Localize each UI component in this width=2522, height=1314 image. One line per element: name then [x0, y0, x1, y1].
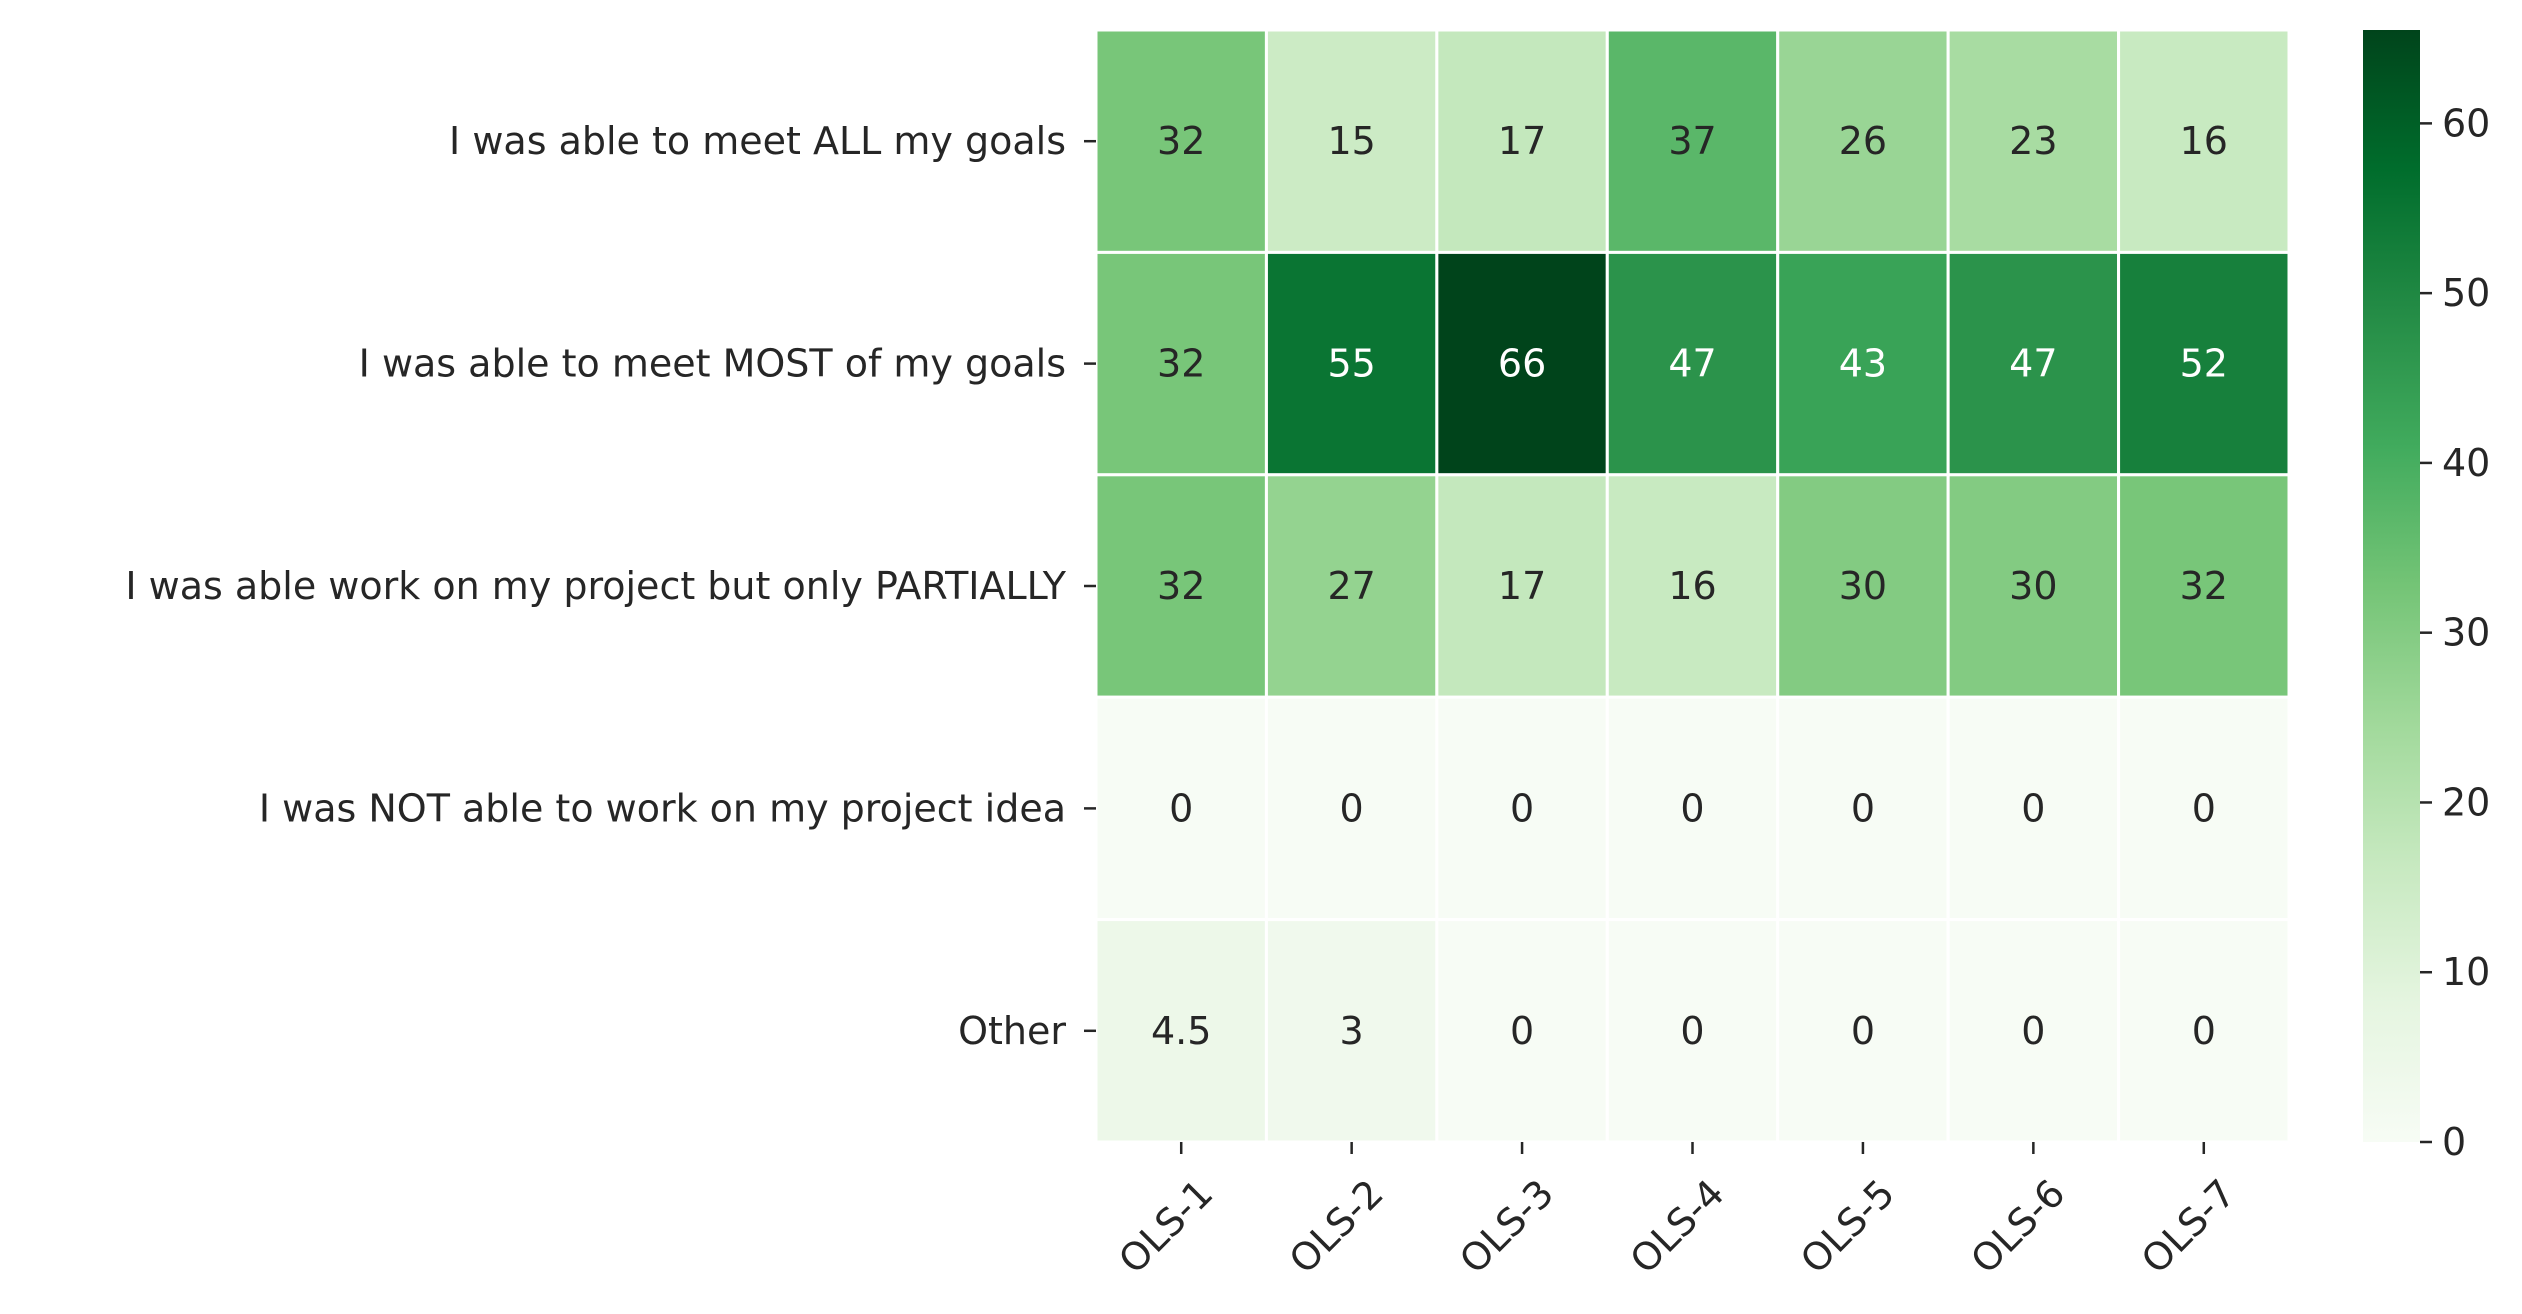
cell-value-label: 27: [1327, 564, 1375, 608]
x-tick-label: OLS-5: [1792, 1171, 1903, 1282]
y-tick-label: I was able to meet MOST of my goals: [359, 342, 1066, 386]
cell-value-label: 26: [1839, 119, 1887, 163]
cell-value-label: 0: [2021, 1009, 2045, 1053]
cell-value-label: 15: [1327, 119, 1375, 163]
x-tick-label: OLS-7: [2133, 1171, 2244, 1282]
heatmap-cell: [1094, 28, 1268, 254]
cell-value-label: 32: [1157, 564, 1205, 608]
x-tick-label: OLS-6: [1962, 1171, 2073, 1282]
colorbar-tick-label: 0: [2442, 1120, 2466, 1164]
cell-value-label: 16: [2180, 119, 2228, 163]
heatmap-cell: [1776, 473, 1950, 699]
cell-value-label: 30: [1839, 564, 1887, 608]
colorbar-tick-label: 60: [2442, 101, 2490, 145]
cell-value-label: 0: [1510, 1009, 1534, 1053]
cell-value-label: 37: [1668, 119, 1716, 163]
cell-value-label: 66: [1498, 342, 1546, 386]
heatmap-cell: [1605, 473, 1780, 699]
heatmap-cell: [2117, 695, 2291, 922]
x-axis: OLS-1 OLS-2 OLS-3 OLS-4 OLS-5 OLS-6 OLS-7: [1110, 1142, 2244, 1282]
x-tick-label: OLS-2: [1281, 1171, 1392, 1282]
cell-value-label: 32: [2180, 564, 2228, 608]
heatmap-cell: [2117, 250, 2291, 477]
cell-value-label: 0: [1680, 786, 1704, 830]
x-tick-label: OLS-3: [1451, 1171, 1562, 1282]
cell-value-label: 0: [2192, 786, 2216, 830]
y-axis: I was able to meet ALL my goals I was abl…: [125, 119, 1096, 1053]
cell-value-label: 23: [2009, 119, 2057, 163]
heatmap-cell: [1776, 250, 1950, 477]
heatmap-cell: [1435, 250, 1609, 477]
colorbar-tick-label: 40: [2442, 441, 2490, 485]
heatmap-cell: [1946, 28, 2121, 254]
heatmap-cell: [1264, 28, 1439, 254]
heatmap-cell: [1435, 473, 1609, 699]
heatmap-cell: [1264, 695, 1439, 922]
colorbar-tick-label: 20: [2442, 780, 2490, 824]
y-tick-label: I was NOT able to work on my project ide…: [259, 786, 1066, 830]
heatmap-cells: [1094, 28, 2291, 1144]
heatmap-cell: [1094, 695, 1268, 922]
cell-value-label: 4.5: [1151, 1009, 1211, 1053]
y-tick-label: I was able work on my project but only P…: [125, 564, 1066, 608]
cell-value-label: 0: [1340, 786, 1364, 830]
cell-value-label: 0: [2021, 786, 2045, 830]
x-tick-label: OLS-1: [1110, 1171, 1221, 1282]
y-tick-label: Other: [958, 1009, 1066, 1053]
colorbar-tick-label: 50: [2442, 271, 2490, 315]
cell-value-label: 47: [2009, 342, 2057, 386]
cell-value-label: 47: [1668, 342, 1716, 386]
colorbar-tick-label: 10: [2442, 950, 2490, 994]
cell-value-label: 17: [1498, 119, 1546, 163]
colorbar-tick-label: 30: [2442, 611, 2490, 655]
cell-value-label: 30: [2009, 564, 2057, 608]
heatmap-cell: [1605, 28, 1780, 254]
heatmap-cell: [1435, 918, 1609, 1144]
colorbar: 0 10 20 30 40 50 60: [2363, 30, 2490, 1164]
heatmap-cell: [1946, 473, 2121, 699]
cell-value-label: 0: [2192, 1009, 2216, 1053]
cell-value-label: 0: [1510, 786, 1534, 830]
cell-value-label: 32: [1157, 342, 1205, 386]
cell-value-label: 52: [2180, 342, 2228, 386]
heatmap-cell: [1264, 473, 1439, 699]
cell-value-label: 32: [1157, 119, 1205, 163]
heatmap-cell: [1094, 918, 1268, 1144]
colorbar-gradient: [2363, 30, 2420, 1142]
heatmap-cell: [1605, 695, 1780, 922]
cell-value-label: 0: [1851, 786, 1875, 830]
cell-value-label: 17: [1498, 564, 1546, 608]
y-tick-label: I was able to meet ALL my goals: [449, 119, 1066, 163]
heatmap-cell: [1435, 28, 1609, 254]
cell-value-label: 0: [1851, 1009, 1875, 1053]
cell-value-label: 0: [1169, 786, 1193, 830]
cell-value-label: 16: [1668, 564, 1716, 608]
x-tick-label: OLS-4: [1622, 1171, 1733, 1282]
heatmap-cell: [1946, 695, 2121, 922]
heatmap-cell: [2117, 473, 2291, 699]
cell-value-label: 55: [1327, 342, 1375, 386]
cell-value-label: 43: [1839, 342, 1887, 386]
cell-value-label: 0: [1680, 1009, 1704, 1053]
cell-value-label: 3: [1340, 1009, 1364, 1053]
